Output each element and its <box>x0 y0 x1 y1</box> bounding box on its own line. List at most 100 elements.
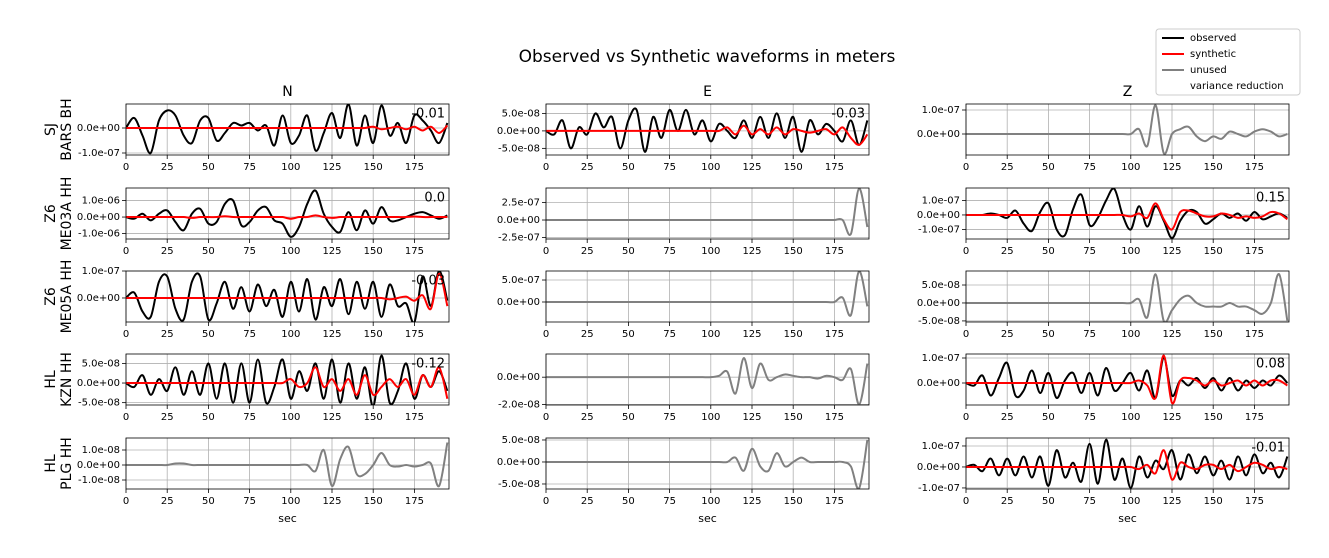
x-tick-label: 0 <box>123 412 129 423</box>
x-tick-label: 50 <box>202 246 215 257</box>
x-tick-label: 0 <box>543 329 549 340</box>
x-tick-label: 25 <box>1001 412 1014 423</box>
x-tick-label: 150 <box>784 329 803 340</box>
y-tick-label: 0.0e+00 <box>917 462 960 473</box>
axes-frame <box>125 103 450 156</box>
x-tick-label: 25 <box>161 329 174 340</box>
x-tick-label: 125 <box>742 412 761 423</box>
x-tick-label: 150 <box>364 246 383 257</box>
x-tick-label: 75 <box>1083 162 1096 173</box>
x-tick-label: 125 <box>322 246 341 257</box>
waveform <box>546 439 869 489</box>
x-tick-label: 150 <box>784 246 803 257</box>
x-tick-label: 0 <box>963 162 969 173</box>
x-tick-label: 75 <box>1083 496 1096 507</box>
waveform <box>966 202 1288 231</box>
x-tick-label: 25 <box>581 246 594 257</box>
x-tick-label: 75 <box>1083 246 1096 257</box>
station-label: Z6 <box>43 204 59 223</box>
station-label: HL <box>43 370 59 389</box>
x-tick-label: 100 <box>701 162 720 173</box>
axes-frame <box>545 103 870 156</box>
x-tick-label: 100 <box>1121 246 1140 257</box>
x-tick-label: 150 <box>364 412 383 423</box>
x-tick-label: 0 <box>543 412 549 423</box>
x-tick-label: 100 <box>1121 162 1140 173</box>
axes-frame <box>545 270 870 323</box>
x-tick-label: 175 <box>1245 246 1264 257</box>
axes-frame <box>125 187 450 240</box>
y-tick-label: -1.0e-07 <box>918 483 960 494</box>
x-tick-label: 0 <box>123 329 129 340</box>
x-tick-label: 50 <box>622 412 635 423</box>
x-tick-label: 75 <box>663 412 676 423</box>
y-tick-label: -1.0e-08 <box>78 475 120 486</box>
x-tick-label: 100 <box>281 246 300 257</box>
x-tick-label: 100 <box>701 496 720 507</box>
x-tick-label: 75 <box>663 246 676 257</box>
x-tick-label: 75 <box>1083 329 1096 340</box>
legend <box>1155 28 1301 96</box>
axes-frame <box>545 437 870 490</box>
legend-box <box>1155 28 1301 96</box>
axes-frame <box>965 103 1290 156</box>
axes-frame <box>965 187 1290 240</box>
y-tick-label: 1.0e-07 <box>922 195 960 206</box>
waveform <box>126 189 448 238</box>
y-tick-label: -5.0e-08 <box>498 479 540 490</box>
x-tick-label: 50 <box>1042 162 1055 173</box>
x-tick-label: 75 <box>243 329 256 340</box>
x-tick-label: 150 <box>364 162 383 173</box>
x-tick-label: 50 <box>202 496 215 507</box>
x-tick-label: 175 <box>1245 329 1264 340</box>
y-tick-label: 1.0e-06 <box>82 196 120 207</box>
x-tick-label: 175 <box>405 329 424 340</box>
x-tick-label: 175 <box>825 246 844 257</box>
x-tick-label: 75 <box>1083 412 1096 423</box>
x-tick-label: 25 <box>161 162 174 173</box>
x-tick-label: 100 <box>701 329 720 340</box>
x-tick-label: 100 <box>281 412 300 423</box>
waveform <box>546 271 869 317</box>
variance-reduction: -0.12 <box>411 357 445 372</box>
x-tick-label: 150 <box>1204 162 1223 173</box>
variance-reduction: -0.03 <box>831 107 865 122</box>
x-tick-label: 125 <box>322 412 341 423</box>
x-tick-label: 0 <box>963 246 969 257</box>
column-title: E <box>703 84 712 100</box>
x-tick-label: 175 <box>1245 162 1264 173</box>
x-tick-label: 125 <box>1162 412 1181 423</box>
x-tick-label: 100 <box>701 412 720 423</box>
station-label: ME05A HH <box>59 260 75 334</box>
x-axis-label: sec <box>278 512 297 525</box>
x-tick-label: 100 <box>1121 412 1140 423</box>
x-tick-label: 50 <box>622 496 635 507</box>
x-tick-label: 25 <box>581 496 594 507</box>
x-tick-label: 175 <box>825 496 844 507</box>
x-tick-label: 0 <box>123 496 129 507</box>
x-tick-label: 25 <box>161 496 174 507</box>
axes-frame <box>125 437 450 490</box>
x-tick-label: 150 <box>364 329 383 340</box>
x-tick-label: 0 <box>123 162 129 173</box>
waveform <box>966 438 1289 489</box>
y-tick-label: 0.0e+00 <box>497 215 540 226</box>
y-tick-label: -1.0e-07 <box>918 224 960 235</box>
x-tick-label: 125 <box>322 162 341 173</box>
legend-label: observed <box>1190 33 1236 44</box>
x-tick-label: 125 <box>1162 496 1181 507</box>
variance-reduction: -0.01 <box>411 107 445 122</box>
x-tick-label: 150 <box>364 496 383 507</box>
x-tick-label: 0 <box>543 162 549 173</box>
x-tick-label: 50 <box>622 329 635 340</box>
column-title: N <box>282 84 292 100</box>
y-tick-label: 5.0e-08 <box>82 358 120 369</box>
x-tick-label: 100 <box>1121 496 1140 507</box>
x-tick-label: 175 <box>825 329 844 340</box>
x-tick-label: 125 <box>322 496 341 507</box>
waveform <box>126 271 449 322</box>
y-tick-label: 5.0e-07 <box>502 275 540 286</box>
x-tick-label: 0 <box>543 496 549 507</box>
x-tick-label: 25 <box>161 412 174 423</box>
